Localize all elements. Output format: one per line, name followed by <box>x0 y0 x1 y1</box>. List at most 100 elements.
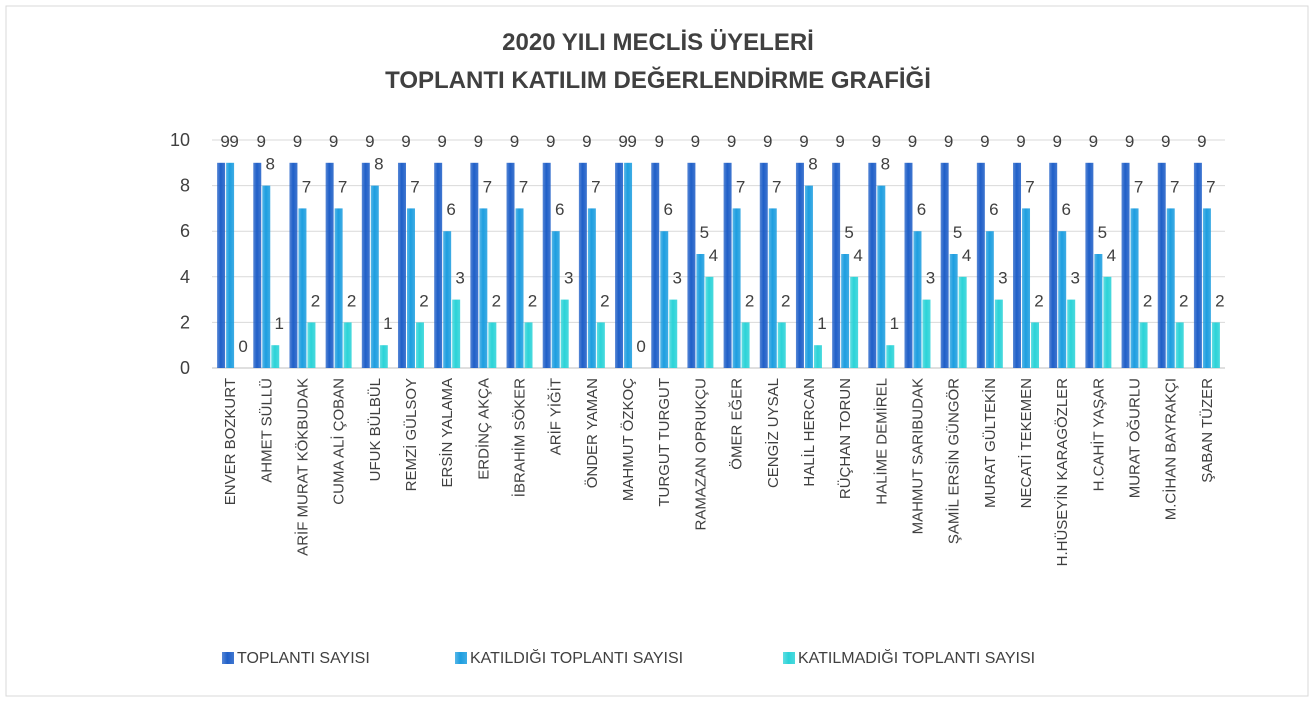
value-label: 6 <box>917 200 926 219</box>
value-label: 9 <box>1197 132 1206 151</box>
y-tick-label: 10 <box>170 130 190 150</box>
x-tick-label: İBRAHİM SÖKER <box>511 378 529 497</box>
bar <box>443 231 452 368</box>
bar <box>958 276 967 368</box>
bar <box>262 185 271 368</box>
x-tick-label: REMZİ GÜLSOY <box>402 378 420 491</box>
bar <box>370 185 379 368</box>
y-tick-label: 2 <box>180 312 190 332</box>
x-tick-label: HALİL HERCAN <box>800 378 818 487</box>
bar <box>343 322 352 368</box>
x-tick-label: ARİF MURAT KÖKBUDAK <box>293 378 311 556</box>
bar <box>1031 322 1040 368</box>
legend-label: KATILDIĞI TOPLANTI SAYISI <box>470 648 683 667</box>
value-label: 0 <box>238 337 247 356</box>
bar <box>940 162 949 368</box>
bar <box>687 162 696 368</box>
x-tick-label: HALİME DEMİREL <box>872 378 890 505</box>
value-label: 9 <box>691 132 700 151</box>
x-tick-label: ERSİN YALAMA <box>438 378 456 487</box>
value-label: 4 <box>853 246 862 265</box>
value-label: 9 <box>908 132 917 151</box>
value-label: 7 <box>1170 177 1179 196</box>
value-label: 9 <box>401 132 410 151</box>
value-label: 7 <box>410 177 419 196</box>
bar <box>452 299 461 368</box>
bar <box>515 208 524 368</box>
value-label: 2 <box>781 291 790 310</box>
value-label: 2 <box>600 291 609 310</box>
value-label: 9 <box>437 132 446 151</box>
value-label: 2 <box>347 291 356 310</box>
x-tick-label: ŞABAN TÜZER <box>1198 378 1216 483</box>
bar <box>397 162 406 368</box>
bar <box>226 162 235 368</box>
value-label: 9 <box>618 132 627 151</box>
value-label: 3 <box>1070 269 1079 288</box>
bar <box>551 231 560 368</box>
x-tick-label: UFUK BÜLBÜL <box>366 378 384 481</box>
legend-swatch <box>455 652 467 664</box>
value-label: 5 <box>700 223 709 242</box>
bar <box>994 299 1003 368</box>
bar <box>578 162 587 368</box>
value-label: 9 <box>1016 132 1025 151</box>
bar <box>985 231 994 368</box>
value-label: 5 <box>844 223 853 242</box>
bar <box>1094 254 1103 368</box>
x-tick-label: RAMAZAN OPRUKÇU <box>692 378 709 531</box>
x-tick-label: ERDİNÇ AKÇA <box>474 378 492 480</box>
bar <box>615 162 624 368</box>
value-label: 9 <box>872 132 881 151</box>
bar <box>289 162 298 368</box>
legend-label: TOPLANTI SAYISI <box>237 650 370 667</box>
bar <box>651 162 660 368</box>
bar <box>434 162 443 368</box>
value-label: 2 <box>311 291 320 310</box>
bar <box>361 162 370 368</box>
x-tick-label: M.CİHAN BAYRAKÇI <box>1162 378 1180 520</box>
bar <box>886 345 895 368</box>
value-label: 8 <box>374 155 383 174</box>
bar <box>741 322 750 368</box>
value-label: 9 <box>229 132 238 151</box>
x-tick-label: AHMET SÜLLÜ <box>257 378 275 483</box>
bar <box>868 162 877 368</box>
value-label: 9 <box>293 132 302 151</box>
value-label: 9 <box>510 132 519 151</box>
bar <box>307 322 316 368</box>
value-label: 9 <box>220 132 229 151</box>
value-label: 2 <box>1143 291 1152 310</box>
bar <box>298 208 307 368</box>
bar <box>696 254 705 368</box>
x-tick-label: MAHMUT ÖZKOÇ <box>619 378 637 501</box>
bar <box>1085 162 1094 368</box>
x-tick-label: RÜÇHAN TORUN <box>836 378 854 499</box>
value-label: 9 <box>329 132 338 151</box>
bar <box>1139 322 1148 368</box>
x-tick-label: H.HÜSEYİN KARAGÖZLER <box>1053 378 1071 567</box>
value-label: 2 <box>1179 291 1188 310</box>
value-label: 2 <box>1215 291 1224 310</box>
x-tick-label: H.CAHİT YAŞAR <box>1089 378 1107 492</box>
value-label: 6 <box>989 200 998 219</box>
bar <box>850 276 859 368</box>
value-label: 7 <box>302 177 311 196</box>
x-tick-label: ÖMER EĞER <box>728 378 746 470</box>
bar <box>596 322 605 368</box>
bar <box>1166 208 1175 368</box>
legend-swatch <box>783 652 795 664</box>
value-label: 7 <box>338 177 347 196</box>
bar <box>253 162 262 368</box>
value-label: 6 <box>555 200 564 219</box>
value-label: 7 <box>483 177 492 196</box>
bar <box>1211 322 1220 368</box>
value-label: 3 <box>455 269 464 288</box>
value-label: 7 <box>591 177 600 196</box>
bar <box>1049 162 1058 368</box>
value-label: 4 <box>709 246 718 265</box>
x-tick-label: CUMA ALİ ÇOBAN <box>330 378 348 505</box>
bar <box>759 162 768 368</box>
value-label: 9 <box>627 132 636 151</box>
x-tick-label: ŞAMİL ERSİN GÜNGÖR <box>945 378 963 544</box>
